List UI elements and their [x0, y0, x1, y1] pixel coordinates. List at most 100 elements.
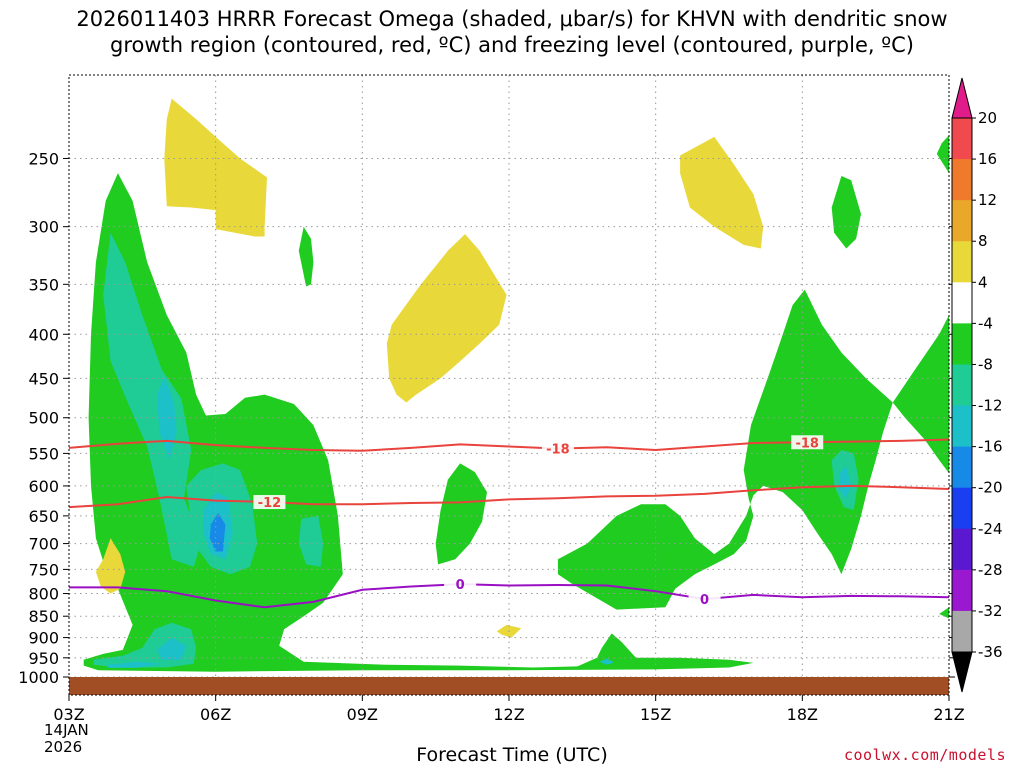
omega-region-13	[157, 376, 177, 461]
colorbar-bin-3	[952, 241, 972, 283]
omega-region-17	[599, 658, 615, 665]
y-tick-label-400: 400	[28, 325, 59, 344]
colorbar-bin-6	[952, 364, 972, 407]
colorbar-bin-1	[952, 159, 972, 201]
x-tick-label-12Z: 12Z	[493, 705, 524, 724]
omega-region-22	[680, 136, 764, 249]
contour-label-2-0: 0	[456, 578, 465, 593]
y-tick-label-250: 250	[28, 149, 59, 168]
colorbar-bin-5	[952, 323, 972, 365]
colorbar-label-8: -16	[978, 438, 1003, 456]
contour-dgz-1: -12	[68, 484, 950, 511]
chart-title-line1: 2026011403 HRRR Forecast Omega (shaded, …	[76, 7, 948, 31]
omega-region-15	[157, 637, 187, 660]
x-axis-ticks: 03Z 06Z 09Z 12Z 15Z 18Z 21Z	[53, 695, 965, 724]
contour-freezing-2: 00	[69, 577, 950, 609]
y-tick-label-650: 650	[28, 507, 59, 526]
colorbar-label-3: 8	[978, 232, 988, 250]
colorbar-extend-top	[951, 77, 973, 119]
ground-strip	[69, 677, 949, 695]
colorbar-bin-8	[952, 446, 972, 489]
colorbar-bin-4	[952, 282, 972, 324]
colorbar-label-2: 12	[978, 191, 997, 209]
colorbar-bin-0	[952, 118, 972, 160]
y-tick-label-850: 850	[28, 607, 59, 626]
omega-region-3	[435, 463, 487, 565]
date-label-year: 2026	[44, 738, 83, 756]
contour-label-bg-2-0	[444, 577, 477, 592]
chart-title: 2026011403 HRRR Forecast Omega (shaded, …	[0, 6, 1024, 58]
colorbar-label-10: -24	[978, 520, 1003, 538]
colorbar-bin-9	[952, 487, 972, 530]
x-tick-label-21Z: 21Z	[933, 705, 964, 724]
contour-label-0-0: -18	[546, 443, 570, 458]
y-tick-label-750: 750	[28, 560, 59, 579]
colorbar-label-5: -4	[978, 314, 993, 332]
omega-region-1	[557, 289, 893, 610]
colorbar-bin-7	[952, 405, 972, 448]
omega-region-10	[298, 515, 324, 567]
colorbar-label-1: 16	[978, 150, 997, 168]
date-label: 14JAN 2026	[44, 722, 89, 756]
omega-region-6	[936, 135, 949, 174]
colorbar-bin-11	[952, 569, 972, 612]
shaded-regions	[83, 98, 949, 672]
y-tick-label-600: 600	[28, 477, 59, 496]
y-tick-label-950: 950	[28, 649, 59, 668]
x-tick-label-15Z: 15Z	[640, 705, 671, 724]
chart-title-line2: growth region (contoured, red, ºC) and f…	[110, 33, 914, 57]
colorbar-label-6: -8	[978, 355, 993, 373]
y-tick-label-350: 350	[28, 275, 59, 294]
contour-label-bg-0-0	[541, 441, 574, 456]
contour-label-bg-2-1	[688, 592, 721, 607]
omega-region-4	[298, 226, 314, 287]
omega-region-21	[386, 234, 507, 403]
omega-region-5	[831, 176, 861, 249]
y-tick-label-700: 700	[28, 535, 59, 554]
omega-region-8	[103, 232, 201, 567]
x-tick-label-09Z: 09Z	[347, 705, 378, 724]
contour-line-2	[69, 583, 950, 609]
x-tick-label-06Z: 06Z	[200, 705, 231, 724]
y-tick-label-800: 800	[28, 585, 59, 604]
x-tick-label-03Z: 03Z	[53, 705, 84, 724]
y-tick-label-500: 500	[28, 409, 59, 428]
colorbar-label-7: -12	[978, 397, 1003, 415]
omega-region-7	[939, 607, 949, 619]
colorbar-label-9: -20	[978, 479, 1003, 497]
colorbar-label-4: 4	[978, 273, 988, 291]
omega-region-16	[108, 661, 162, 668]
y-axis-ticks: 250 300 350 400 450 500 550 600 650 700 750 800 850 9…	[18, 149, 955, 687]
omega-region-23	[95, 538, 126, 594]
contour-line-1	[68, 484, 950, 509]
omega-region-18	[839, 466, 852, 499]
colorbar-extend-bottom	[951, 651, 973, 693]
colorbar: 20 16 12 8 4 -4 -8 -12 -16 -20 -24 -28 -32 -36	[951, 77, 1003, 693]
date-label-day: 14JAN	[44, 721, 89, 739]
contour-label-1-0: -12	[258, 496, 282, 511]
x-axis-label: Forecast Time (UTC)	[416, 744, 608, 766]
contour-label-2-1: 0	[700, 593, 709, 608]
contour-label-bg-1-0	[253, 495, 286, 510]
y-tick-label-550: 550	[28, 444, 59, 463]
contour-dgz-0: -18 -18	[68, 435, 950, 458]
y-tick-label-900: 900	[28, 629, 59, 648]
y-tick-label-300: 300	[28, 218, 59, 237]
omega-region-19	[209, 513, 226, 552]
colorbar-bin-12	[952, 610, 972, 653]
grid-lines	[69, 75, 949, 678]
omega-region-2	[892, 315, 949, 474]
source-credit: coolwx.com/models	[843, 746, 1006, 764]
contour-label-0-1: -18	[795, 436, 819, 451]
colorbar-bin-2	[952, 200, 972, 242]
colorbar-label-11: -28	[978, 561, 1003, 579]
colorbar-label-12: -32	[978, 602, 1003, 620]
colorbar-bin-10	[952, 528, 972, 571]
ground-surface	[69, 677, 949, 695]
contour-label-bg-0-1	[791, 435, 824, 450]
y-tick-label-450: 450	[28, 369, 59, 388]
colorbar-label-13: -36	[978, 643, 1003, 661]
x-tick-label-18Z: 18Z	[787, 705, 818, 724]
